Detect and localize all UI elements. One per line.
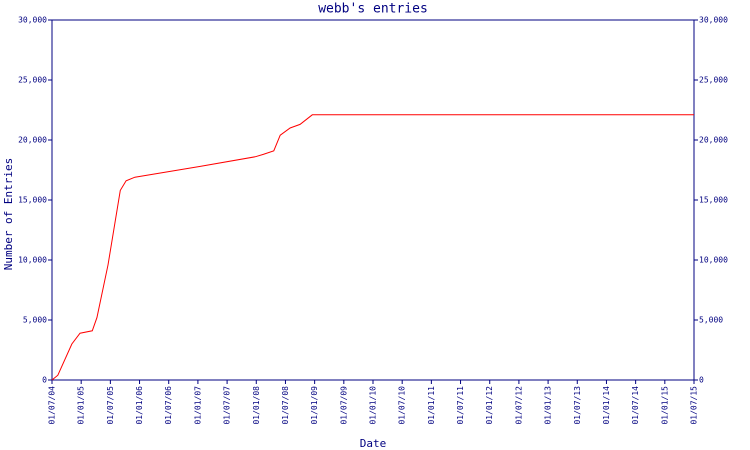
- x-tick-label: 01/07/04: [48, 386, 57, 425]
- y-tick-label: 5,000: [23, 316, 47, 325]
- x-tick-label: 01/07/06: [164, 386, 173, 425]
- x-tick-label: 01/07/05: [106, 386, 115, 425]
- chart-title: webb's entries: [318, 2, 428, 17]
- y2-tick-label: 15,000: [699, 196, 728, 205]
- x-axis-title: Date: [360, 437, 387, 450]
- x-tick-label: 01/07/13: [573, 386, 582, 425]
- x-tick-label: 01/07/08: [281, 386, 290, 425]
- x-tick-label: 01/01/14: [602, 386, 611, 425]
- x-tick-label: 01/07/07: [223, 386, 232, 425]
- y-tick-label: 10,000: [18, 256, 47, 265]
- y-tick-label: 0: [42, 376, 47, 385]
- x-tick-label: 01/01/07: [193, 386, 202, 425]
- plot-frame: [51, 19, 695, 381]
- y2-tick-label: 10,000: [699, 256, 728, 265]
- y2-tick-label: 30,000: [699, 16, 728, 25]
- x-tick-label: 01/07/14: [631, 386, 640, 425]
- x-tick-label: 01/01/06: [135, 386, 144, 425]
- x-tick-label: 01/07/10: [398, 386, 407, 425]
- x-tick-label: 01/01/11: [427, 386, 436, 425]
- x-tick-label: 01/07/09: [339, 386, 348, 425]
- y-tick-label: 30,000: [18, 16, 47, 25]
- x-tick-label: 01/07/15: [690, 386, 699, 425]
- y-axis-title: Number of Entries: [2, 158, 15, 271]
- y2-tick-label: 25,000: [699, 76, 728, 85]
- y2-tick-label: 20,000: [699, 136, 728, 145]
- x-tick-label: 01/01/10: [369, 386, 378, 425]
- x-tick-label: 01/01/12: [485, 386, 494, 425]
- y-tick-label: 25,000: [18, 76, 47, 85]
- y2-tick-label: 5,000: [699, 316, 723, 325]
- x-tick-label: 01/01/13: [544, 386, 553, 425]
- x-tick-label: 01/07/12: [514, 386, 523, 425]
- x-tick-label: 01/01/05: [77, 386, 86, 425]
- x-tick-label: 01/01/09: [310, 386, 319, 425]
- y-tick-label: 15,000: [18, 196, 47, 205]
- x-tick-label: 01/01/08: [252, 386, 261, 425]
- y-tick-label: 20,000: [18, 136, 47, 145]
- y2-tick-label: 0: [699, 376, 704, 385]
- x-tick-label: 01/01/15: [660, 386, 669, 425]
- data-line: [51, 114, 694, 381]
- x-tick-label: 01/07/11: [456, 386, 465, 425]
